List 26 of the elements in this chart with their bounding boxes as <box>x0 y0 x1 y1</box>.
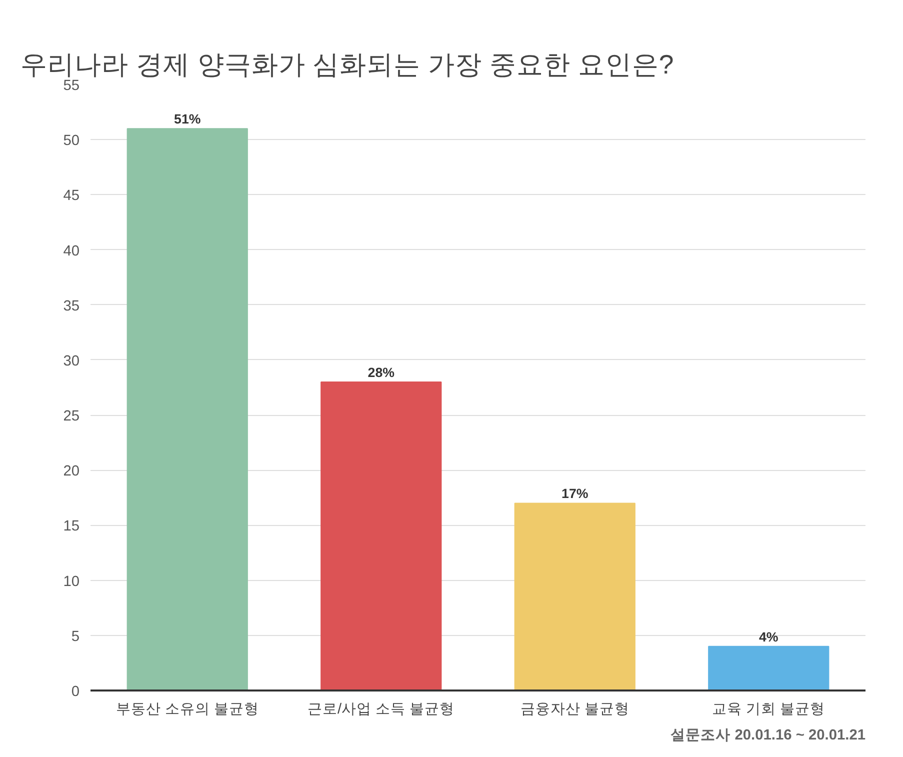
data-label: 4% <box>758 629 778 644</box>
x-tick-label: 금융자산 불균형 <box>520 702 630 718</box>
y-tick-label: 10 <box>63 574 80 590</box>
y-tick-label: 30 <box>63 353 80 370</box>
chart-title: 우리나라 경제 양극화가 심화되는 가장 중요한 요인은? <box>20 50 674 80</box>
x-tick-label: 근로/사업 소득 불균형 <box>308 702 455 718</box>
y-tick-label: 15 <box>63 518 80 535</box>
y-tick-label: 45 <box>63 188 80 204</box>
data-label: 28% <box>368 364 395 380</box>
y-tick-label: 40 <box>63 243 80 260</box>
bar <box>320 381 442 690</box>
y-tick-label: 35 <box>63 298 80 314</box>
x-tick-label: 부동산 소유의 불균형 <box>116 702 259 718</box>
y-tick-label: 5 <box>71 628 80 645</box>
data-label: 17% <box>562 486 588 502</box>
bar <box>126 128 248 690</box>
text: 설문조사 20.01.16 ~ 20.01.21 <box>670 728 866 744</box>
y-tick-label: 50 <box>63 133 80 150</box>
x-tick-label: 교육 기회 불균형 <box>712 702 826 718</box>
y-tick-label: 55 <box>63 78 80 94</box>
y-tick-label: 20 <box>63 464 80 480</box>
data-label: 51% <box>174 112 201 127</box>
y-tick-label: 25 <box>63 408 80 425</box>
bar <box>708 646 830 690</box>
bar <box>514 502 636 690</box>
y-tick-label: 0 <box>71 684 80 700</box>
